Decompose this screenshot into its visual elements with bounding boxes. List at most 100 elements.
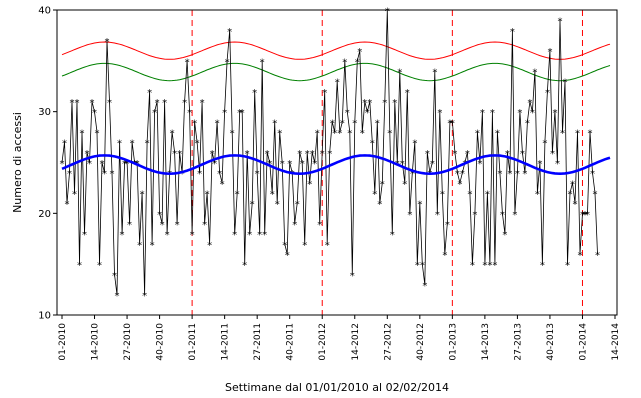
data-point: *: [382, 98, 387, 109]
data-point: *: [147, 88, 152, 99]
x-tick-label: 14-2013: [481, 323, 491, 361]
y-tick-label: 30: [38, 107, 51, 118]
data-point: *: [407, 210, 412, 221]
data-point: *: [397, 68, 402, 79]
data-point: *: [492, 261, 497, 272]
data-point: *: [177, 149, 182, 160]
data-point: *: [75, 98, 80, 109]
data-point: *: [585, 210, 590, 221]
data-point: *: [262, 230, 267, 241]
data-point: *: [372, 190, 377, 201]
data-point: *: [217, 169, 222, 180]
data-point: *: [295, 200, 300, 211]
data-point: *: [437, 108, 442, 119]
data-point: *: [140, 190, 145, 201]
x-tick-label: 27-2013: [513, 323, 523, 361]
data-point: *: [92, 108, 97, 119]
x-tick-label: 27-2012: [383, 323, 393, 361]
data-point: *: [212, 159, 217, 170]
data-point: *: [417, 200, 422, 211]
fitted-line: [61, 154, 611, 176]
data-point: *: [350, 271, 355, 282]
data-point: *: [532, 68, 537, 79]
data-point: *: [507, 169, 512, 180]
data-point: *: [442, 251, 447, 262]
data-point: *: [420, 261, 425, 272]
data-point: *: [335, 78, 340, 89]
data-point: *: [195, 139, 200, 150]
data-point: *: [580, 210, 585, 221]
data-point: *: [232, 230, 237, 241]
data-point: *: [552, 108, 557, 119]
data-point: *: [375, 118, 380, 129]
y-tick-label: 10: [38, 311, 51, 322]
data-point: *: [65, 200, 70, 211]
data-point: *: [377, 200, 382, 211]
data-point: *: [592, 190, 597, 201]
data-point: *: [560, 129, 565, 140]
data-point: *: [545, 88, 550, 99]
data-point: *: [307, 179, 312, 190]
data-point: *: [182, 98, 187, 109]
data-point: *: [487, 261, 492, 272]
x-tick-label: 14-2010: [91, 323, 101, 361]
x-axis-label: Settimane dal 01/01/2010 al 02/02/2014: [225, 381, 449, 394]
data-point: *: [292, 220, 297, 231]
data-point: *: [345, 108, 350, 119]
data-point: *: [172, 149, 177, 160]
data-point: *: [90, 98, 95, 109]
data-point: *: [337, 129, 342, 140]
data-point: *: [400, 159, 405, 170]
data-point: *: [497, 169, 502, 180]
data-point: *: [565, 261, 570, 272]
data-point: *: [445, 220, 450, 231]
data-point: *: [365, 108, 370, 119]
data-point: *: [60, 159, 65, 170]
data-point: *: [485, 190, 490, 201]
data-point: *: [495, 129, 500, 140]
data-point: *: [557, 17, 562, 28]
data-point: *: [275, 200, 280, 211]
data-point: *: [402, 179, 407, 190]
data-point: *: [185, 57, 190, 68]
data-point: *: [590, 169, 595, 180]
data-point: *: [102, 169, 107, 180]
data-point: *: [230, 129, 235, 140]
data-point: *: [117, 139, 122, 150]
data-point: *: [527, 98, 532, 109]
data-point: *: [120, 230, 125, 241]
data-point: *: [520, 149, 525, 160]
y-axis-label: Numero di accessi: [11, 112, 24, 213]
data-point: *: [320, 149, 325, 160]
data-point: *: [302, 240, 307, 251]
data-point: *: [342, 57, 347, 68]
data-point: *: [475, 129, 480, 140]
data-point: *: [235, 190, 240, 201]
data-point: *: [482, 261, 487, 272]
data-point: *: [297, 149, 302, 160]
x-tick-label: 27-2010: [123, 323, 133, 361]
data-point: *: [405, 88, 410, 99]
data-point: *: [287, 159, 292, 170]
data-point: *: [152, 108, 157, 119]
data-point: *: [322, 88, 327, 99]
x-tick-label: 14-2012: [351, 323, 361, 361]
data-point: *: [112, 271, 117, 282]
data-point: *: [325, 240, 330, 251]
data-point: *: [355, 57, 360, 68]
data-point: *: [500, 210, 505, 221]
x-tick-label: 14-2014: [611, 323, 621, 361]
data-point: *: [595, 251, 600, 262]
data-point: *: [122, 159, 127, 170]
data-point: *: [87, 159, 92, 170]
data-point: *: [352, 118, 357, 129]
data-point: *: [360, 129, 365, 140]
data-point: *: [357, 47, 362, 58]
data-point: *: [432, 68, 437, 79]
data-point: *: [280, 159, 285, 170]
data-point: *: [450, 118, 455, 129]
data-point: *: [582, 210, 587, 221]
data-point: *: [245, 149, 250, 160]
data-point: *: [145, 139, 150, 150]
